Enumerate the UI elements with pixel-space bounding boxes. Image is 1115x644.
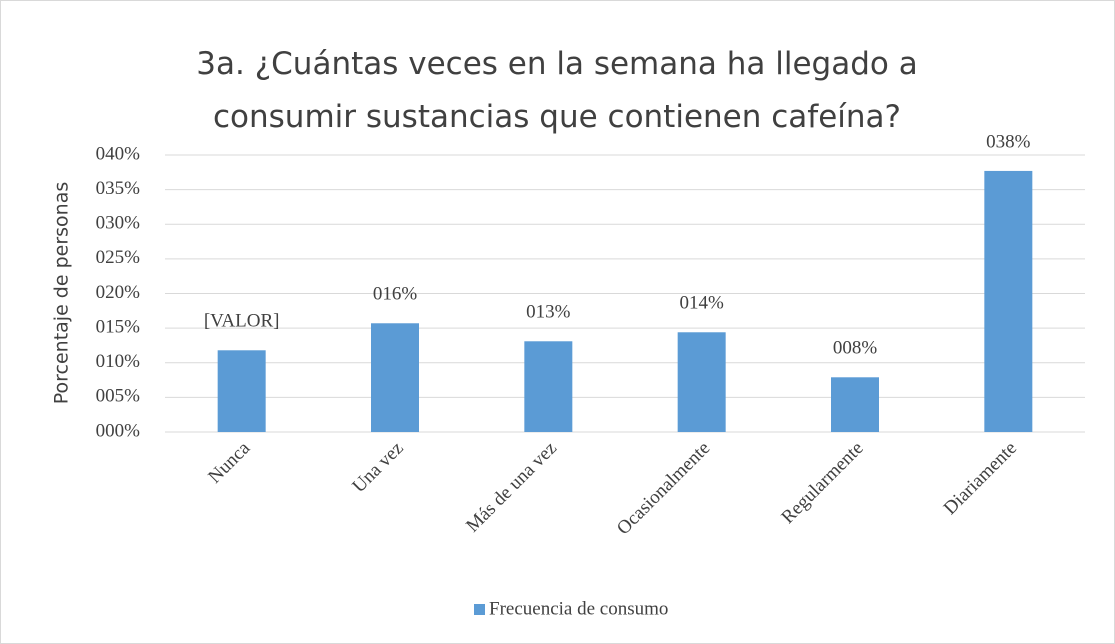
bar	[831, 377, 879, 432]
bar	[677, 332, 726, 432]
y-axis-label: Porcentaje de personas	[51, 182, 73, 405]
y-tick-label: 010%	[96, 351, 141, 372]
data-label: 014%	[680, 293, 725, 314]
data-label: 008%	[833, 338, 878, 359]
y-tick-label: 040%	[96, 143, 141, 164]
x-tick-label: Diariamente	[940, 438, 1021, 519]
data-label: 013%	[526, 302, 571, 323]
bar	[217, 350, 266, 432]
x-tick-label: Regularmente	[777, 438, 867, 528]
y-tick-label: 020%	[96, 282, 141, 303]
legend-label: Frecuencia de consumo	[489, 598, 668, 619]
bar	[524, 341, 573, 432]
data-label: 038%	[986, 131, 1031, 152]
y-tick-label: 025%	[96, 247, 141, 268]
y-tick-label: 030%	[96, 213, 141, 234]
x-tick-label: Más de una vez	[462, 438, 561, 537]
y-tick-label: 015%	[96, 316, 141, 337]
chart-title: 3a. ¿Cuántas veces en la semana ha llega…	[196, 46, 918, 135]
y-tick-label: 035%	[96, 178, 141, 199]
x-tick-label: Nunca	[204, 437, 254, 487]
bar	[371, 323, 419, 432]
data-label: [VALOR]	[204, 311, 280, 332]
x-tick-label: Una vez	[348, 438, 407, 497]
data-label: 016%	[373, 284, 418, 305]
y-tick-label: 005%	[96, 386, 141, 407]
bar	[984, 170, 1033, 433]
legend-swatch	[474, 604, 485, 615]
y-tick-label: 000%	[96, 420, 141, 441]
x-tick-label: Ocasionalmente	[613, 438, 714, 539]
